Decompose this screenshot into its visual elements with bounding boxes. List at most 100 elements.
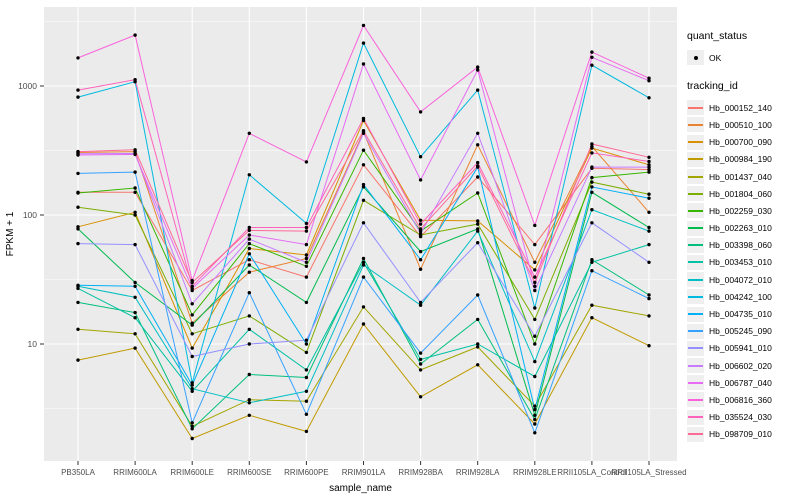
legend-label: Hb_004242_100 — [709, 291, 772, 302]
legend-label: Hb_000984_190 — [709, 154, 772, 165]
point-icon — [693, 55, 698, 60]
data-point — [418, 351, 423, 355]
data-point — [647, 192, 651, 196]
line-swatch — [687, 340, 704, 356]
data-point — [76, 227, 80, 231]
line-swatch — [687, 134, 704, 150]
data-point — [533, 407, 537, 412]
data-point — [590, 260, 594, 264]
data-point — [247, 173, 251, 177]
legend-label: Hb_000700_090 — [709, 137, 772, 148]
data-point — [590, 316, 594, 320]
data-point — [533, 334, 537, 338]
legend-item-Hb_001804_060: Hb_001804_060 — [687, 185, 799, 202]
legend-label: Hb_002263_010 — [709, 223, 772, 234]
data-point — [418, 267, 423, 271]
legend-label: Hb_001804_060 — [709, 188, 772, 199]
legend-label-ok: OK — [709, 52, 722, 63]
y-axis-title: FPKM + 1 — [5, 211, 16, 256]
data-point — [304, 275, 309, 279]
data-point — [361, 198, 366, 202]
legend-item-Hb_003453_010: Hb_003453_010 — [687, 254, 799, 271]
data-point — [133, 310, 137, 315]
data-point — [361, 221, 366, 225]
line-swatch — [687, 220, 704, 236]
line-swatch — [687, 375, 704, 391]
data-point — [361, 163, 366, 167]
data-point — [647, 155, 651, 159]
data-point — [647, 196, 651, 200]
line-icon — [688, 295, 703, 298]
data-point — [647, 170, 651, 174]
data-point — [190, 284, 194, 288]
legend-item-Hb_006602_020: Hb_006602_020 — [687, 357, 799, 374]
data-point — [476, 164, 480, 168]
data-point — [590, 303, 594, 307]
data-point — [247, 233, 251, 237]
data-point — [76, 149, 80, 154]
y-tick-label: 1000 — [18, 81, 37, 91]
legend-item-Hb_002259_030: Hb_002259_030 — [687, 202, 799, 219]
data-point — [647, 167, 651, 172]
data-point — [304, 389, 309, 393]
legend-label: Hb_035524_030 — [709, 412, 772, 423]
data-point — [533, 284, 537, 288]
data-point — [133, 295, 137, 299]
data-point — [647, 76, 651, 80]
data-point — [476, 293, 480, 297]
data-point — [361, 23, 366, 28]
line-swatch — [687, 323, 704, 339]
data-point — [590, 50, 594, 54]
line-icon — [688, 227, 703, 230]
data-point — [247, 131, 251, 135]
data-point — [190, 280, 194, 285]
data-point — [76, 191, 80, 195]
data-point — [361, 275, 366, 279]
x-tick-label: RRIM600LA — [113, 468, 157, 477]
data-point — [247, 327, 251, 331]
data-point — [133, 152, 137, 157]
data-point — [476, 363, 480, 367]
line-icon — [688, 123, 703, 126]
data-point — [304, 264, 309, 268]
data-point — [304, 221, 309, 226]
legend-label: Hb_000510_100 — [709, 119, 772, 130]
data-point — [133, 186, 137, 190]
legend-item-Hb_005941_010: Hb_005941_010 — [687, 340, 799, 357]
data-point — [247, 342, 251, 346]
data-point — [476, 317, 480, 322]
line-icon — [688, 261, 703, 264]
data-point — [361, 129, 366, 133]
data-point — [76, 300, 80, 305]
line-icon — [688, 244, 703, 247]
data-point — [361, 305, 366, 309]
data-point — [476, 175, 480, 179]
legend-item-Hb_001437_040: Hb_001437_040 — [687, 168, 799, 185]
x-tick-label: RRIM600LE — [170, 468, 214, 477]
line-swatch — [687, 306, 704, 322]
data-point — [76, 95, 80, 99]
data-point — [304, 375, 309, 380]
data-point — [533, 260, 537, 264]
data-point — [647, 96, 651, 100]
data-point — [590, 151, 594, 155]
data-point — [247, 241, 251, 246]
line-icon — [688, 278, 703, 281]
legend-item-Hb_098709_010: Hb_098709_010 — [687, 426, 799, 443]
data-point — [76, 241, 80, 246]
line-icon — [688, 192, 703, 195]
data-point — [361, 260, 366, 264]
legend-item-Hb_005245_090: Hb_005245_090 — [687, 323, 799, 340]
data-point — [133, 242, 137, 247]
data-point — [247, 401, 251, 405]
legend-item-Hb_004735_010: Hb_004735_010 — [687, 305, 799, 322]
data-point — [590, 221, 594, 225]
line-icon — [688, 381, 703, 384]
data-point — [476, 222, 480, 226]
legend-tracking-id-items: Hb_000152_140 Hb_000510_100 Hb_000700_090 H… — [687, 99, 799, 443]
line-swatch — [687, 254, 704, 270]
data-point — [190, 313, 194, 317]
data-point — [361, 148, 366, 152]
data-point — [361, 62, 366, 66]
data-point — [304, 160, 309, 164]
